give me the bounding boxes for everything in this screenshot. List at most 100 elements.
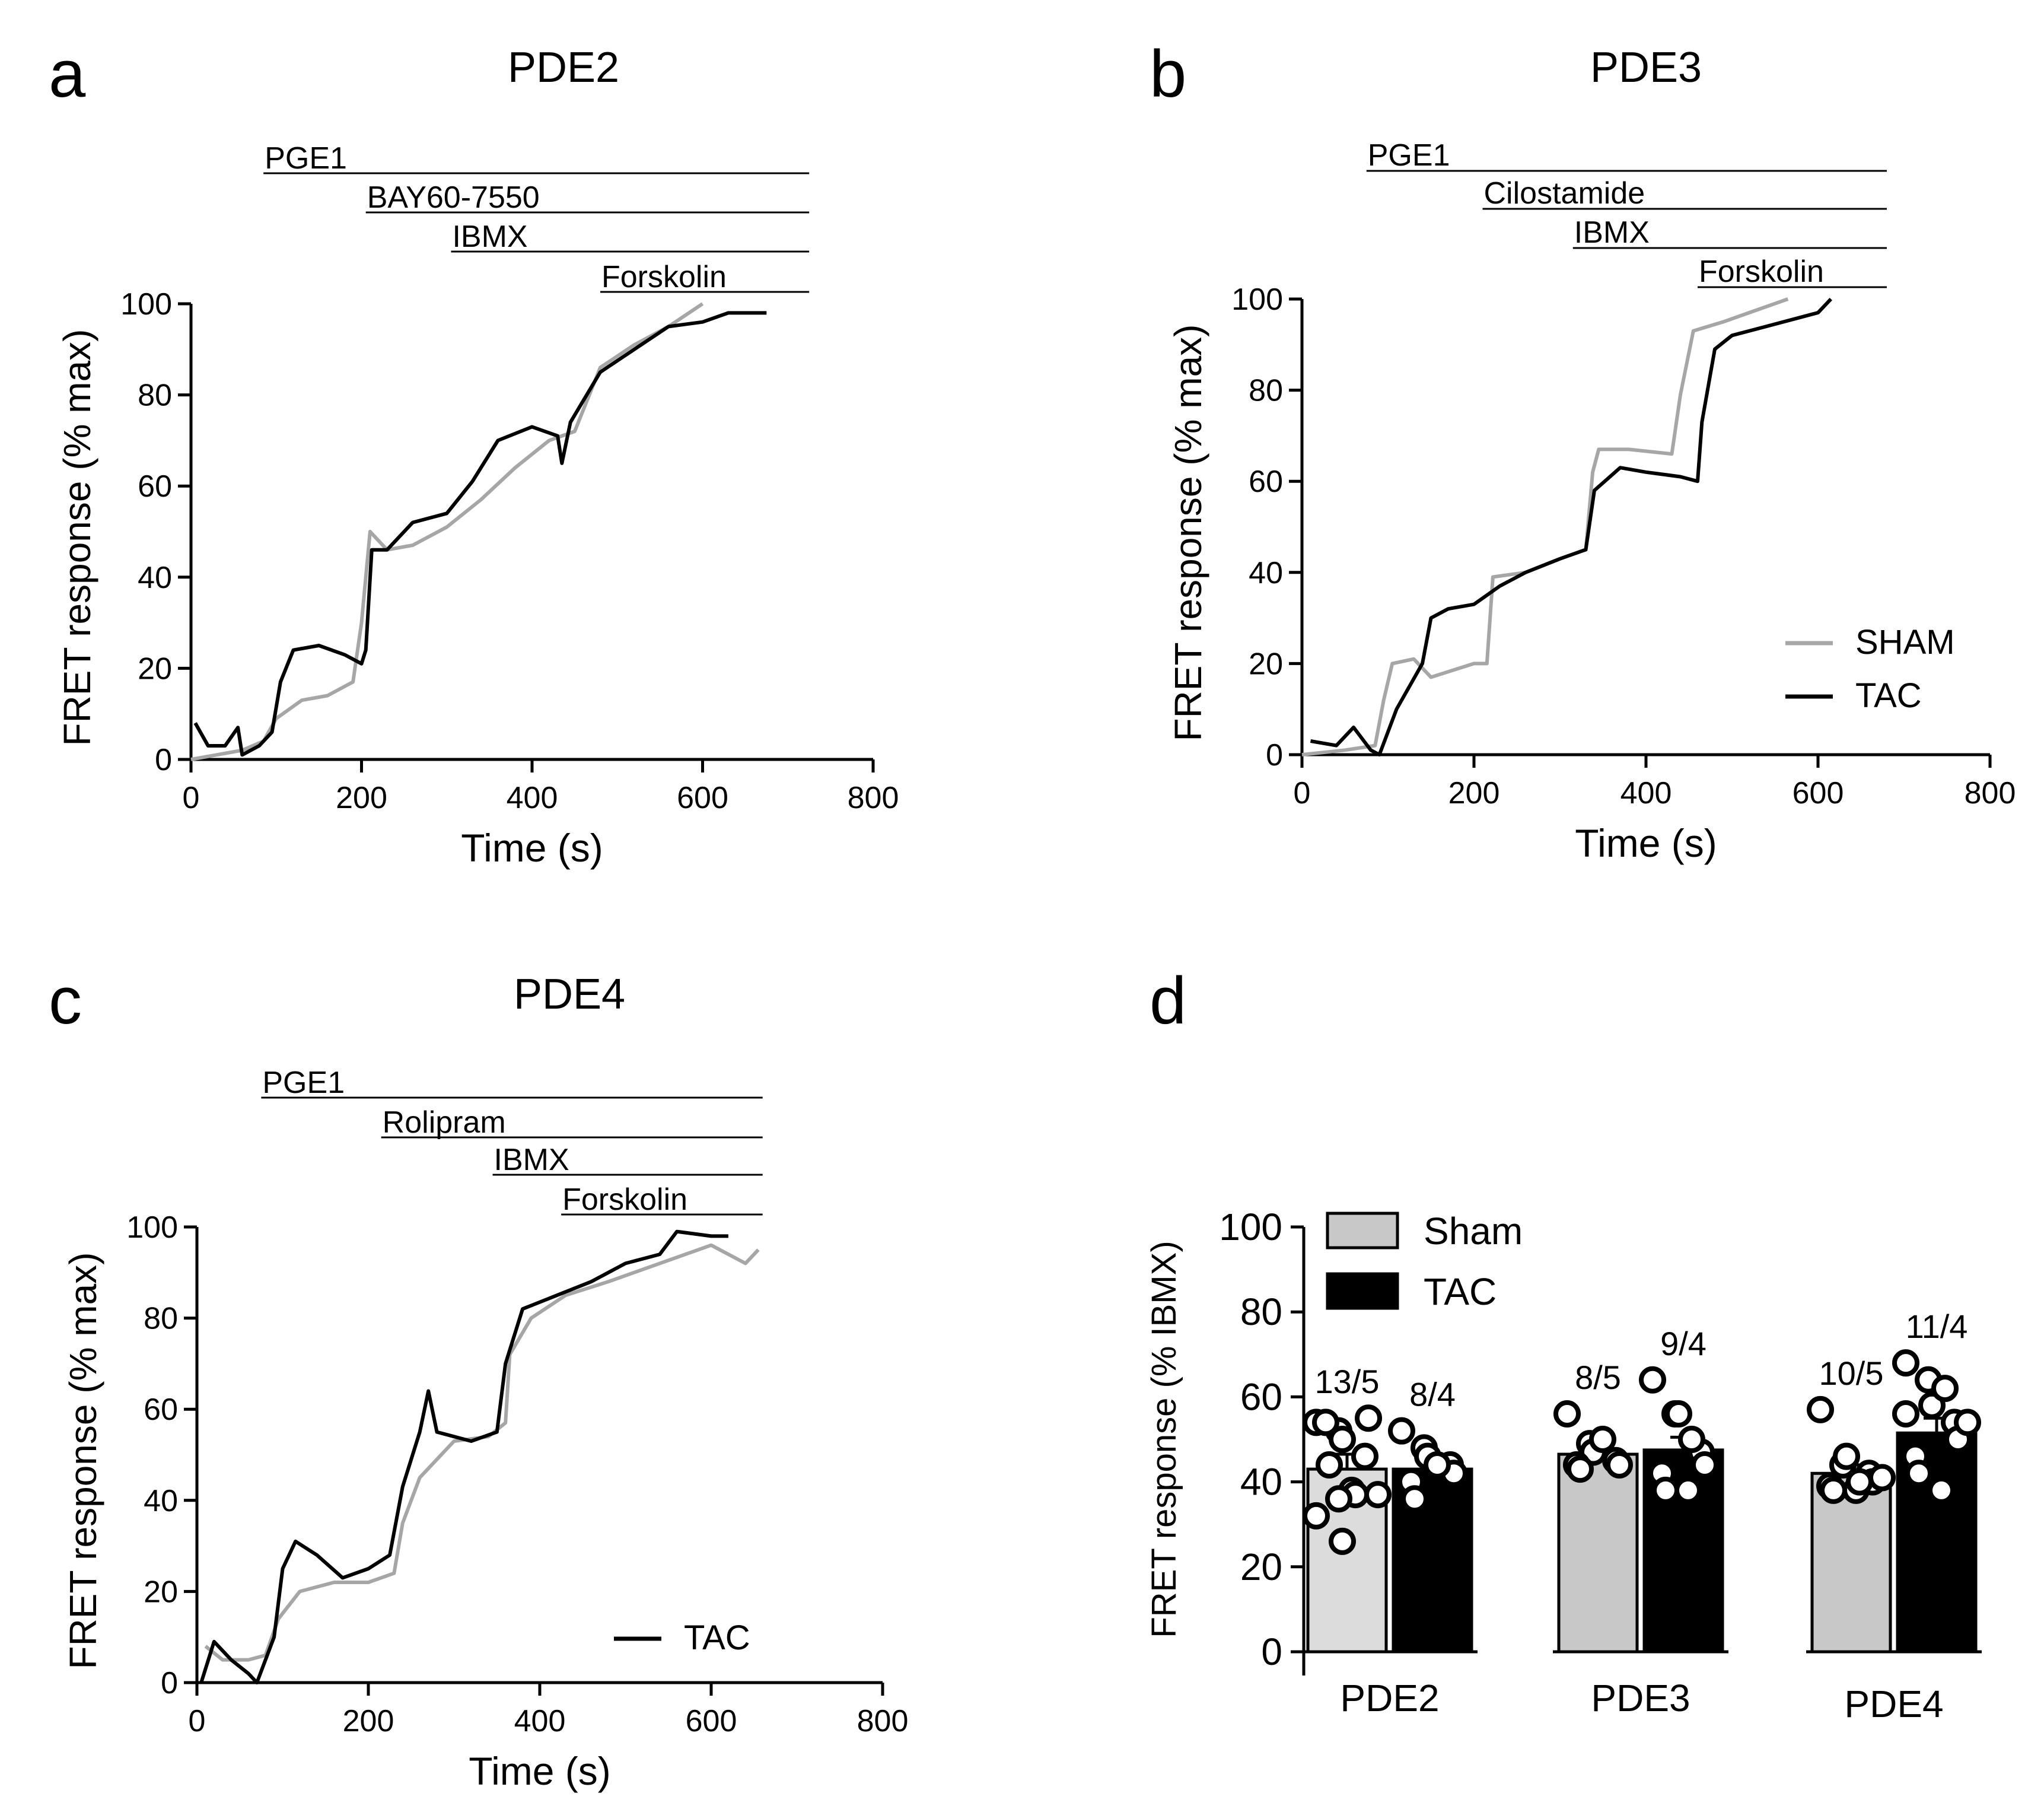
x-tick-label: 600 xyxy=(686,1704,737,1738)
bar-sham xyxy=(1557,1452,1639,1654)
treatment-label: Rolipram xyxy=(383,1105,506,1140)
y-tick-label: 40 xyxy=(1240,1461,1282,1503)
treatment-label: Forskolin xyxy=(1699,255,1824,289)
treatment-label: IBMX xyxy=(1574,215,1650,250)
x-category-label: PDE4 xyxy=(1844,1683,1943,1725)
data-point xyxy=(1674,1476,1702,1504)
treatment-label: BAY60-7550 xyxy=(367,180,540,215)
y-tick-label: 40 xyxy=(1249,556,1283,590)
x-tick-label: 0 xyxy=(183,781,200,815)
data-point xyxy=(1351,1442,1378,1470)
data-point xyxy=(1639,1366,1666,1394)
y-tick-label: 20 xyxy=(144,1575,178,1609)
x-tick-label: 400 xyxy=(514,1704,566,1738)
series-line-tac xyxy=(199,1229,728,1684)
treatment-label: PGE1 xyxy=(1368,138,1450,173)
data-point xyxy=(1316,1451,1343,1479)
treatment-label: PGE1 xyxy=(265,141,347,176)
data-point xyxy=(1355,1404,1382,1432)
y-tick-label: 80 xyxy=(144,1302,178,1336)
series-line-sham xyxy=(1301,297,1789,756)
series-line-sham xyxy=(190,302,704,761)
n-label: 13/5 xyxy=(1315,1363,1380,1400)
panel-d: 0 20 40 60 80 100 FRET response (% IBMX) PDE2 13… xyxy=(1145,1206,1982,1725)
y-axis-title: FRET response (% max) xyxy=(56,329,98,746)
x-category-label: PDE2 xyxy=(1340,1677,1439,1719)
data-point xyxy=(1329,1527,1356,1555)
data-point xyxy=(1303,1502,1330,1530)
x-tick-label: 200 xyxy=(343,1704,394,1738)
n-label: 11/4 xyxy=(1906,1308,1968,1345)
data-point xyxy=(1868,1464,1896,1492)
legend-label: TAC xyxy=(1855,676,1922,715)
y-axis-title: FRET response (% max) xyxy=(1167,325,1209,742)
treatment-label: Forskolin xyxy=(601,260,727,294)
y-tick-label: 80 xyxy=(138,379,172,413)
y-tick-label: 100 xyxy=(1219,1206,1282,1248)
panel-letter-b: b xyxy=(1150,37,1186,111)
y-tick-label: 40 xyxy=(138,561,172,595)
data-point xyxy=(1652,1476,1679,1504)
data-point xyxy=(1665,1400,1692,1428)
n-label: 8/5 xyxy=(1575,1359,1621,1396)
data-point xyxy=(1553,1400,1581,1428)
treatment-label: Cilostamide xyxy=(1484,176,1645,211)
y-tick-label: 0 xyxy=(155,743,172,777)
y-tick-label: 60 xyxy=(1240,1375,1282,1418)
chart-title: PDE4 xyxy=(514,971,625,1018)
data-point xyxy=(1401,1485,1428,1513)
y-tick-label: 100 xyxy=(126,1210,178,1245)
series-line-sham xyxy=(204,1243,760,1662)
x-tick-label: 800 xyxy=(1965,776,2016,810)
x-axis-title: Time (s) xyxy=(461,826,603,870)
y-tick-label: 60 xyxy=(1249,465,1283,499)
x-tick-label: 600 xyxy=(1793,776,1844,810)
y-tick-label: 20 xyxy=(1240,1546,1282,1588)
panel-letter-c: c xyxy=(49,964,82,1038)
data-point xyxy=(1567,1455,1594,1483)
n-label: 9/4 xyxy=(1660,1325,1706,1362)
treatment-label: Forskolin xyxy=(562,1182,687,1217)
data-point xyxy=(1589,1426,1616,1453)
y-axis-title: FRET response (% max) xyxy=(62,1252,104,1670)
x-tick-label: 600 xyxy=(677,781,728,815)
y-tick-label: 20 xyxy=(138,651,172,686)
data-point xyxy=(1312,1409,1339,1436)
panel-b: PDE3 PGE1 Cilostamide IBMX Forskolin 0 20 40 60 8… xyxy=(1167,44,2016,865)
data-point xyxy=(1678,1426,1705,1453)
y-tick-label: 100 xyxy=(1231,282,1283,317)
y-tick-label: 60 xyxy=(138,469,172,504)
data-point xyxy=(1606,1451,1633,1479)
series-line-tac xyxy=(193,311,767,757)
treatment-label: IBMX xyxy=(452,220,527,254)
data-point xyxy=(1954,1409,1981,1436)
data-point xyxy=(1424,1451,1451,1479)
y-tick-label: 60 xyxy=(144,1392,178,1427)
data-point xyxy=(1820,1476,1847,1504)
x-tick-label: 400 xyxy=(507,781,558,815)
data-point xyxy=(1931,1375,1959,1403)
data-point xyxy=(1833,1442,1860,1470)
x-tick-label: 200 xyxy=(1448,776,1500,810)
y-tick-label: 80 xyxy=(1240,1290,1282,1333)
legend-label: Sham xyxy=(1424,1210,1523,1252)
legend-swatch-tac xyxy=(1326,1272,1399,1310)
chart-title: PDE2 xyxy=(508,44,619,91)
data-point xyxy=(1846,1468,1873,1496)
data-point xyxy=(1329,1426,1356,1453)
y-tick-label: 80 xyxy=(1249,374,1283,408)
y-tick-label: 100 xyxy=(120,287,172,322)
x-axis-title: Time (s) xyxy=(469,1749,611,1793)
data-point xyxy=(1807,1395,1834,1423)
legend-label: SHAM xyxy=(1855,623,1955,662)
x-tick-label: 200 xyxy=(336,781,387,815)
panel-letter-a: a xyxy=(49,37,86,111)
chart-title: PDE3 xyxy=(1590,44,1702,91)
x-tick-label: 0 xyxy=(1294,776,1311,810)
data-point xyxy=(1325,1485,1352,1513)
treatment-label: PGE1 xyxy=(262,1066,345,1100)
data-point xyxy=(1892,1349,1919,1377)
x-axis-title: Time (s) xyxy=(1575,821,1717,865)
x-category-label: PDE3 xyxy=(1591,1677,1690,1719)
